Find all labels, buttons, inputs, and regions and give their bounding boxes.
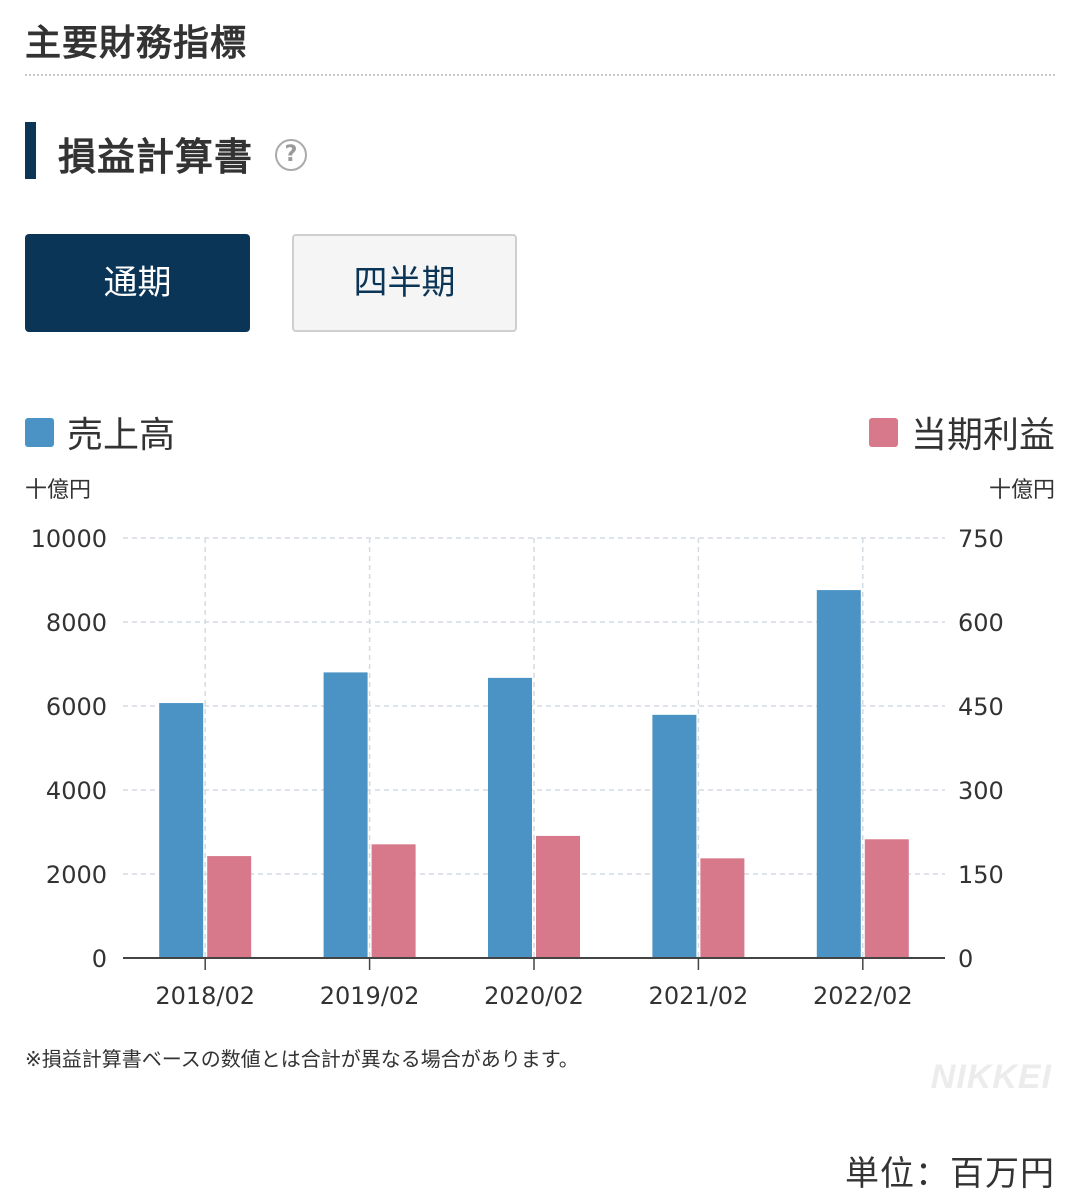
x-axis-tick-label: 2020/02: [484, 982, 584, 1010]
right-axis-unit: 十億円: [989, 478, 1055, 503]
help-question-icon[interactable]: ?: [275, 139, 307, 171]
right-axis-tick-label: 300: [958, 777, 1004, 805]
bar-sales: [488, 677, 532, 958]
legend-item-profit: 当期利益: [868, 406, 1055, 458]
right-axis-tick-label: 150: [958, 861, 1004, 889]
left-axis-tick-label: 0: [92, 945, 107, 973]
bar-profit: [207, 856, 252, 958]
tab-quarterly[interactable]: 四半期: [292, 234, 517, 332]
left-axis-tick-label: 6000: [46, 693, 107, 721]
bar-profit: [536, 835, 580, 958]
left-axis-tick-label: 2000: [46, 861, 107, 889]
tab-annual[interactable]: 通期: [25, 234, 250, 332]
bar-sales: [816, 590, 861, 958]
x-axis-tick-label: 2019/02: [320, 982, 420, 1010]
title-divider: [25, 74, 1055, 76]
legend-swatch-sales: [25, 417, 54, 447]
legend-swatch-profit: [868, 417, 898, 447]
left-axis-tick-label: 8000: [46, 609, 107, 637]
legend-label-sales: 売上高: [67, 415, 176, 456]
bar-profit: [864, 839, 909, 958]
section-title: 損益計算書: [58, 135, 254, 179]
x-axis-tick-label: 2018/02: [155, 982, 255, 1010]
left-axis-tick-label: 4000: [46, 777, 107, 805]
page-title: 主要財務指標: [25, 23, 248, 64]
section-accent-bar: [25, 122, 36, 179]
legend-label-profit: 当期利益: [910, 415, 1055, 456]
nikkei-logo: NIKKEI: [930, 1058, 1052, 1096]
x-axis-tick-label: 2022/02: [813, 982, 913, 1010]
bar-profit: [371, 844, 416, 958]
bar-chart: 十億円 十億円 10000 750 8000 600 6000 450 4000 300 2000 1…: [25, 478, 1055, 1010]
left-axis-unit: 十億円: [25, 478, 91, 503]
x-axis-tick-label: 2021/02: [649, 982, 749, 1010]
footnote: ※損益計算書ベースの数値とは合計が異なる場合があります。: [25, 1047, 579, 1071]
right-axis-tick-label: 600: [958, 609, 1004, 637]
legend-item-sales: 売上高: [25, 406, 175, 458]
right-axis-tick-label: 750: [958, 525, 1004, 553]
bar-sales: [323, 672, 368, 958]
bar-sales: [652, 714, 697, 958]
right-axis-tick-label: 450: [958, 693, 1004, 721]
bar-profit: [700, 858, 745, 958]
unit-note: 単位：百万円: [845, 1154, 1055, 1194]
bar-sales: [159, 703, 204, 958]
left-axis-tick-label: 10000: [31, 525, 107, 553]
right-axis-tick-label: 0: [958, 945, 973, 973]
